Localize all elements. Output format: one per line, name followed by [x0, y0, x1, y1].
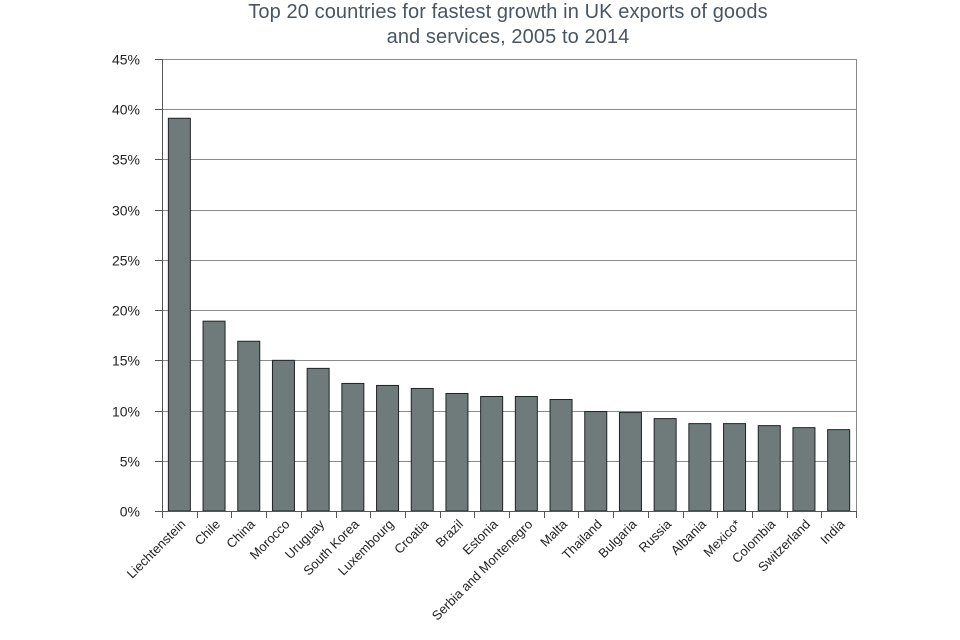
bar-croatia [410, 387, 434, 512]
bar-estonia [480, 395, 504, 512]
chart-title-line-1: Top 20 countries for fastest growth in U… [248, 1, 768, 23]
bar-thailand [584, 411, 608, 512]
chart-title: Top 20 countries for fastest growth in U… [0, 0, 960, 50]
y-tick-label-30: 30% [112, 203, 140, 219]
y-tick-label-40: 40% [112, 102, 140, 118]
y-tick-label-5: 5% [120, 454, 140, 470]
x-tick-label-india: India [817, 516, 848, 547]
y-tick-label-0: 0% [120, 504, 140, 520]
axes [155, 59, 857, 518]
bar-chile [202, 320, 226, 512]
x-tick-label-croatia: Croatia [391, 516, 432, 557]
bar-india [827, 429, 851, 512]
bar-russia [653, 418, 677, 512]
bar-colombia [757, 425, 781, 512]
y-tick-label-15: 15% [112, 353, 140, 369]
chart-title-line-2: and services, 2005 to 2014 [386, 26, 630, 48]
x-tick-label-bulgaria: Bulgaria [595, 516, 640, 561]
y-tick-labels: 0% 5% 10% 15% 20% 25% 30% 35% 40% 45% [112, 52, 140, 520]
bar-brazil [445, 392, 469, 512]
bar-switzerland [792, 427, 816, 512]
y-tick-label-10: 10% [112, 404, 140, 420]
gridlines [162, 59, 856, 462]
y-tick-label-45: 45% [112, 52, 140, 68]
bar-china [237, 340, 261, 512]
x-tick-label-chile: Chile [192, 517, 224, 549]
x-tick-labels: Liechtenstein Chile ChinaMoroccoUruguaySou… [124, 516, 849, 623]
bar-albania [688, 423, 712, 512]
bar-malta [549, 399, 573, 512]
bar-uruguay [306, 367, 330, 512]
y-tick-label-25: 25% [112, 253, 140, 269]
bar-morocco [271, 359, 295, 512]
x-tick-label-liechtenstein: Liechtenstein [124, 517, 189, 582]
y-tick-label-35: 35% [112, 152, 140, 168]
y-tick-label-20: 20% [112, 303, 140, 319]
bar-south-korea [341, 382, 365, 512]
bar-bulgaria [618, 412, 642, 512]
bar-luxembourg [376, 384, 400, 512]
bar-serbia-and-montenegro [514, 395, 538, 512]
bar-mexico [723, 423, 747, 512]
bars [167, 117, 851, 512]
bar-liechtenstein [167, 117, 191, 512]
